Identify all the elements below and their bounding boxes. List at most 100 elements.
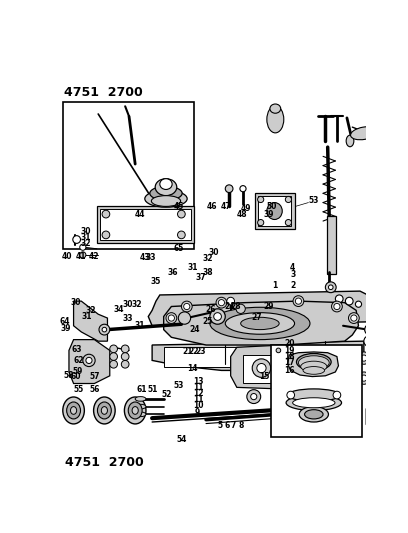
Text: 33: 33 xyxy=(123,314,133,323)
Circle shape xyxy=(257,196,264,203)
Text: 39: 39 xyxy=(61,324,71,333)
Circle shape xyxy=(381,414,386,419)
Circle shape xyxy=(252,359,271,377)
Circle shape xyxy=(332,301,342,312)
Polygon shape xyxy=(73,301,107,341)
Circle shape xyxy=(83,354,95,367)
Ellipse shape xyxy=(350,127,377,140)
Text: 18: 18 xyxy=(284,352,295,361)
Text: 24: 24 xyxy=(224,302,235,311)
Text: 62: 62 xyxy=(73,356,84,365)
Ellipse shape xyxy=(288,389,340,401)
Text: 30: 30 xyxy=(81,227,91,236)
Text: 37: 37 xyxy=(196,273,206,282)
Text: 15: 15 xyxy=(259,372,269,381)
Bar xyxy=(327,216,336,274)
Circle shape xyxy=(210,309,225,324)
Text: 32: 32 xyxy=(131,300,142,309)
Text: 35: 35 xyxy=(151,277,161,286)
Bar xyxy=(271,345,362,438)
Text: 31: 31 xyxy=(134,321,145,330)
Polygon shape xyxy=(366,399,400,432)
Circle shape xyxy=(355,301,361,308)
Polygon shape xyxy=(288,352,339,377)
Polygon shape xyxy=(405,263,408,296)
Ellipse shape xyxy=(301,361,327,372)
Ellipse shape xyxy=(210,308,310,340)
Circle shape xyxy=(121,360,129,368)
Circle shape xyxy=(168,315,175,321)
Circle shape xyxy=(99,324,110,335)
Circle shape xyxy=(182,301,192,312)
Circle shape xyxy=(80,244,86,251)
Ellipse shape xyxy=(135,397,146,401)
Ellipse shape xyxy=(135,412,146,417)
Circle shape xyxy=(110,360,118,368)
Bar xyxy=(97,206,194,244)
Text: 2: 2 xyxy=(290,281,295,290)
Text: 13: 13 xyxy=(193,377,203,386)
Text: 31: 31 xyxy=(188,263,198,272)
Ellipse shape xyxy=(71,407,77,414)
Polygon shape xyxy=(297,355,341,393)
Polygon shape xyxy=(152,341,364,370)
Ellipse shape xyxy=(299,407,328,422)
Text: 41: 41 xyxy=(75,252,86,261)
Circle shape xyxy=(358,372,370,384)
Circle shape xyxy=(364,336,375,346)
Ellipse shape xyxy=(293,398,335,408)
Text: 51: 51 xyxy=(148,385,158,394)
Text: 16: 16 xyxy=(284,367,295,375)
Circle shape xyxy=(177,231,185,239)
Circle shape xyxy=(379,412,388,421)
Polygon shape xyxy=(148,291,374,326)
Circle shape xyxy=(328,285,333,289)
Circle shape xyxy=(361,355,367,361)
Ellipse shape xyxy=(135,405,146,409)
Ellipse shape xyxy=(93,397,115,424)
Text: 6: 6 xyxy=(224,422,229,431)
Circle shape xyxy=(361,375,367,381)
Text: 3: 3 xyxy=(290,270,295,279)
Text: 22: 22 xyxy=(188,347,199,356)
Text: 29: 29 xyxy=(263,302,274,311)
Circle shape xyxy=(348,313,359,324)
Ellipse shape xyxy=(303,367,325,374)
Circle shape xyxy=(348,369,354,375)
Text: 30: 30 xyxy=(123,300,133,309)
Polygon shape xyxy=(164,301,359,345)
Circle shape xyxy=(346,346,359,359)
Circle shape xyxy=(102,210,110,218)
Ellipse shape xyxy=(101,407,107,414)
Text: 5: 5 xyxy=(218,422,223,431)
Text: 4751  2700: 4751 2700 xyxy=(64,85,142,99)
Circle shape xyxy=(351,315,357,321)
Text: 65: 65 xyxy=(174,244,184,253)
Text: 26: 26 xyxy=(205,305,216,314)
Circle shape xyxy=(276,348,281,353)
Polygon shape xyxy=(231,345,289,389)
Bar xyxy=(257,196,291,225)
Text: 47: 47 xyxy=(221,203,232,211)
Text: 1: 1 xyxy=(272,281,277,290)
Text: 40: 40 xyxy=(62,252,73,261)
Text: 43: 43 xyxy=(140,253,150,262)
Circle shape xyxy=(335,295,343,303)
Circle shape xyxy=(392,412,401,421)
Circle shape xyxy=(214,313,222,320)
Circle shape xyxy=(240,185,246,192)
Circle shape xyxy=(218,300,224,306)
Ellipse shape xyxy=(348,407,357,417)
Text: 56: 56 xyxy=(89,385,100,394)
Circle shape xyxy=(293,296,304,306)
Circle shape xyxy=(346,297,353,305)
Circle shape xyxy=(247,390,261,403)
Ellipse shape xyxy=(298,356,329,370)
Text: 53: 53 xyxy=(173,381,183,390)
Bar xyxy=(100,209,191,240)
Circle shape xyxy=(287,391,295,399)
Text: 32: 32 xyxy=(86,306,96,314)
Circle shape xyxy=(184,303,190,310)
Circle shape xyxy=(121,353,129,360)
Text: 9: 9 xyxy=(195,408,200,417)
